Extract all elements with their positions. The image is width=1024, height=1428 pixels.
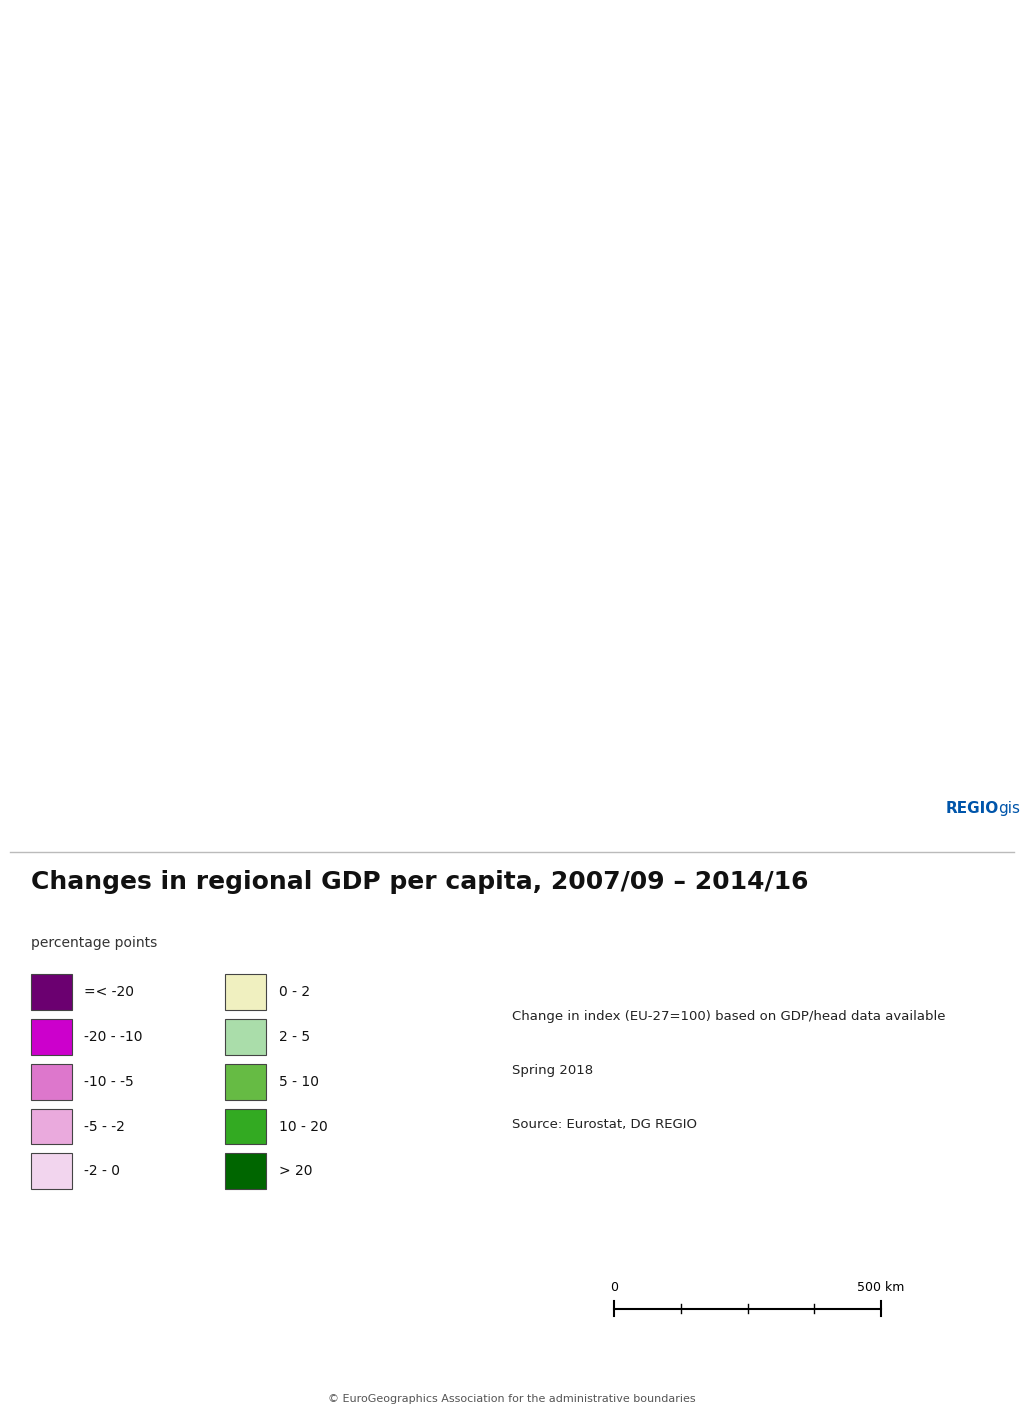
Bar <box>31 1154 72 1190</box>
Bar <box>31 1064 72 1100</box>
Text: 2 - 5: 2 - 5 <box>279 1030 309 1044</box>
Bar <box>225 1154 266 1190</box>
Text: > 20: > 20 <box>279 1164 312 1178</box>
Text: REGIO: REGIO <box>945 801 998 817</box>
Text: Changes in regional GDP per capita, 2007/09 – 2014/16: Changes in regional GDP per capita, 2007… <box>31 870 808 894</box>
Text: Change in index (EU-27=100) based on GDP/head data available: Change in index (EU-27=100) based on GDP… <box>512 1010 945 1024</box>
Text: gis: gis <box>998 801 1020 817</box>
Text: Source: Eurostat, DG REGIO: Source: Eurostat, DG REGIO <box>512 1118 697 1131</box>
Text: Spring 2018: Spring 2018 <box>512 1064 593 1077</box>
Bar <box>31 974 72 1010</box>
Text: percentage points: percentage points <box>31 935 157 950</box>
Bar <box>225 1020 266 1055</box>
Bar <box>225 1064 266 1100</box>
Text: -20 - -10: -20 - -10 <box>84 1030 142 1044</box>
Text: 500 km: 500 km <box>857 1281 904 1294</box>
Text: 0: 0 <box>610 1281 618 1294</box>
Text: =< -20: =< -20 <box>84 985 134 1000</box>
Text: 0 - 2: 0 - 2 <box>279 985 309 1000</box>
Bar <box>225 974 266 1010</box>
Text: -2 - 0: -2 - 0 <box>84 1164 120 1178</box>
Bar <box>31 1108 72 1144</box>
Text: 5 - 10: 5 - 10 <box>279 1075 318 1088</box>
Bar <box>225 1108 266 1144</box>
Text: -10 - -5: -10 - -5 <box>84 1075 134 1088</box>
Bar <box>31 1020 72 1055</box>
Text: 10 - 20: 10 - 20 <box>279 1120 328 1134</box>
Text: -5 - -2: -5 - -2 <box>84 1120 125 1134</box>
Text: © EuroGeographics Association for the administrative boundaries: © EuroGeographics Association for the ad… <box>328 1394 696 1404</box>
